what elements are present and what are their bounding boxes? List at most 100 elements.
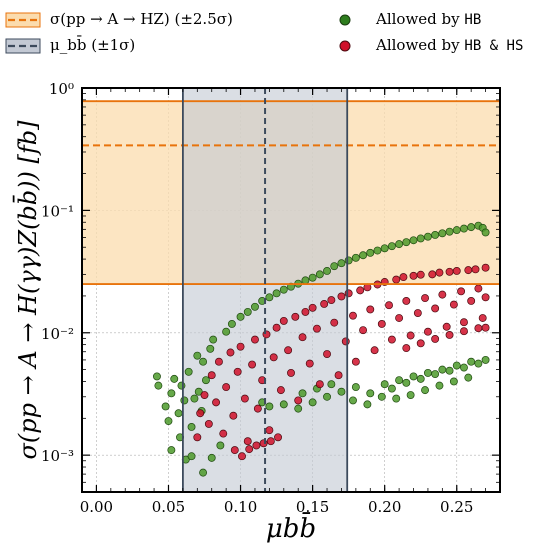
point-allowed-hb [452, 361, 461, 370]
point-allowed-hb [180, 396, 189, 405]
point-allowed-hb [449, 377, 458, 386]
point-allowed-hb [481, 355, 490, 364]
point-allowed-hb [167, 446, 176, 455]
point-allowed-hb [265, 293, 274, 302]
point-allowed-hb [301, 276, 310, 285]
point-allowed-hb [199, 468, 208, 477]
point-allowed-hb [423, 232, 432, 241]
point-allowed-hb-hs [467, 296, 476, 305]
point-allowed-hb-hs [252, 441, 261, 450]
point-allowed-hb [153, 372, 161, 381]
point-allowed-hb [190, 394, 199, 403]
point-allowed-hb-hs [366, 305, 375, 314]
point-allowed-hb [481, 228, 490, 237]
point-allowed-hb [438, 365, 447, 374]
point-allowed-hb-hs [442, 322, 451, 331]
point-allowed-hb-hs [460, 327, 468, 336]
legend-label-mu-band: μ_bb̄ (±1σ) [50, 36, 136, 54]
band-lines [82, 88, 500, 492]
point-allowed-hb [177, 381, 186, 390]
point-allowed-hb [308, 398, 317, 407]
point-allowed-hb [351, 383, 360, 392]
point-allowed-hb [366, 389, 375, 398]
series-allowed-hb-hs [193, 263, 490, 461]
point-allowed-hb-hs [291, 312, 300, 321]
point-allowed-hb [416, 234, 425, 243]
legend-marker-hb-hs [339, 40, 351, 52]
point-allowed-hb-hs [248, 360, 257, 369]
point-allowed-hb-hs [330, 318, 339, 327]
point-allowed-hb-hs [196, 409, 205, 418]
point-allowed-hb-hs [312, 324, 321, 333]
point-allowed-hb [460, 224, 468, 233]
axis-ticks [82, 87, 501, 493]
point-allowed-hb-hs [377, 320, 386, 328]
point-allowed-hb-hs [243, 437, 252, 446]
point-allowed-hb [308, 273, 317, 282]
point-allowed-hb [164, 417, 173, 425]
y-tick-label: 10⁻² [41, 325, 74, 343]
point-allowed-hb-hs [272, 323, 281, 332]
y-tick-labels: 10⁻³ 10⁻² 10⁻¹ 10⁰ [41, 80, 74, 465]
point-allowed-hb [406, 391, 415, 399]
point-allowed-hb [351, 253, 360, 262]
point-allowed-hb-hs [478, 314, 487, 322]
point-allowed-hb-hs [334, 371, 343, 380]
point-allowed-hb [366, 248, 375, 257]
point-allowed-hb [464, 373, 473, 382]
point-allowed-hb-hs [399, 273, 408, 282]
point-allowed-hb-hs [229, 411, 238, 420]
point-allowed-hb-hs [308, 303, 317, 312]
point-allowed-hb-hs [445, 330, 454, 339]
point-allowed-hb-hs [416, 270, 425, 279]
point-allowed-hb-hs [253, 404, 262, 413]
point-allowed-hb-hs [457, 287, 466, 296]
point-allowed-hb-hs [259, 439, 268, 448]
point-allowed-hb-hs [204, 419, 213, 428]
point-allowed-hb-hs [413, 309, 422, 317]
point-allowed-hb [359, 251, 368, 260]
x-tick-label: 0.15 [296, 498, 329, 516]
point-allowed-hb-hs [481, 263, 490, 272]
point-allowed-hb-hs [438, 290, 447, 299]
point-allowed-hb [467, 223, 476, 232]
point-allowed-hb-hs [481, 293, 490, 302]
legend-label-hb-hs: Allowed by HB & HS [376, 36, 524, 54]
y-axis-label: σ(pp → A → H(γγ)Z(bb̄)) [fb] [13, 120, 42, 460]
point-allowed-hb [435, 381, 444, 390]
x-tick-label: 0.00 [80, 498, 113, 516]
legend-marker-hb [339, 14, 351, 26]
point-allowed-hb-hs [344, 289, 353, 298]
scatter-points [153, 221, 490, 477]
point-allowed-hb [315, 270, 324, 279]
point-allowed-hb [209, 335, 218, 344]
point-allowed-hb [467, 357, 476, 366]
point-allowed-hb-hs [207, 371, 216, 380]
point-allowed-hb [377, 392, 386, 401]
point-allowed-hb [349, 396, 357, 405]
point-allowed-hb [193, 351, 202, 360]
point-allowed-hb [431, 370, 440, 378]
point-allowed-hb [431, 230, 440, 239]
point-allowed-hb-hs [236, 342, 245, 351]
point-allowed-hb [416, 374, 425, 383]
point-allowed-hb [387, 242, 396, 251]
point-allowed-hb-hs [428, 270, 437, 279]
point-allowed-hb-hs [341, 337, 350, 346]
point-allowed-hb [236, 312, 245, 321]
x-tick-label: 0.10 [224, 498, 257, 516]
y-tick-label: 10⁻¹ [41, 202, 74, 220]
point-allowed-hb [243, 307, 252, 316]
point-allowed-hb [227, 320, 236, 328]
point-allowed-hb [323, 266, 331, 275]
point-allowed-hb [194, 387, 203, 396]
point-allowed-hb-hs [219, 429, 228, 438]
point-allowed-hb-hs [320, 299, 329, 308]
point-allowed-hb [265, 402, 274, 411]
point-allowed-hb-hs [245, 445, 254, 454]
point-allowed-hb-hs [449, 300, 458, 309]
point-allowed-hb [161, 402, 170, 411]
point-allowed-hb-hs [385, 301, 393, 310]
point-allowed-hb [452, 226, 461, 235]
point-allowed-hb [279, 285, 288, 294]
